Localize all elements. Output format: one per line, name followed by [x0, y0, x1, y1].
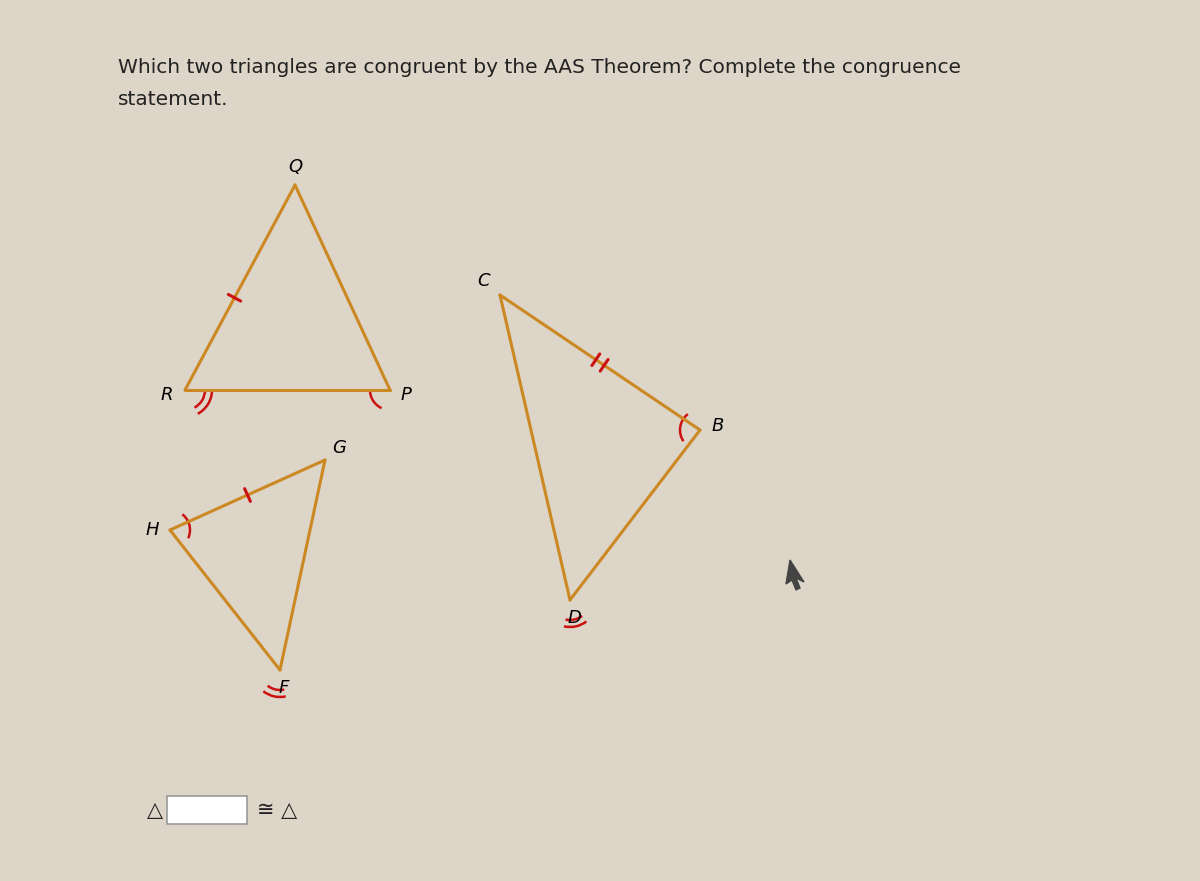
- Text: H: H: [145, 521, 158, 539]
- Text: Which two triangles are congruent by the AAS Theorem? Complete the congruence: Which two triangles are congruent by the…: [118, 58, 961, 77]
- Text: ≅ △: ≅ △: [257, 800, 298, 820]
- Text: Q: Q: [288, 158, 302, 176]
- Text: G: G: [332, 439, 346, 457]
- Text: D: D: [568, 609, 581, 627]
- FancyBboxPatch shape: [167, 796, 247, 824]
- Text: P: P: [401, 386, 412, 404]
- Text: C: C: [478, 272, 491, 290]
- Text: statement.: statement.: [118, 90, 228, 109]
- Text: B: B: [712, 417, 724, 435]
- Polygon shape: [786, 560, 804, 590]
- Text: F: F: [278, 679, 289, 697]
- Text: △: △: [148, 800, 163, 820]
- Text: R: R: [161, 386, 173, 404]
